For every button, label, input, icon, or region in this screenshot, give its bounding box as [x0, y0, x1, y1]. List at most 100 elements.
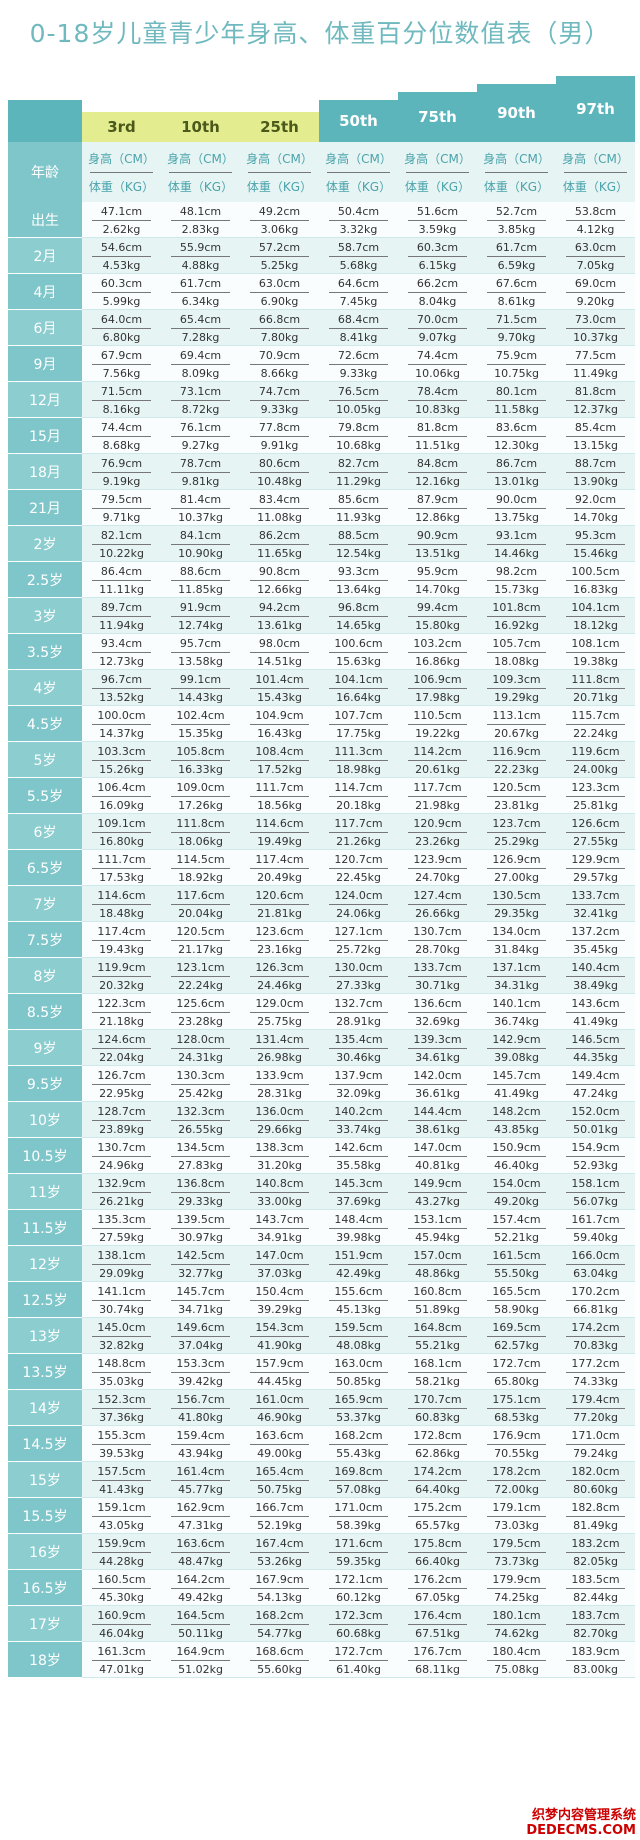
height-value: 88.5cm	[337, 528, 380, 542]
age-label: 8.5岁	[8, 994, 82, 1030]
weight-value: 39.53kg	[99, 1446, 144, 1460]
weight-value: 13.75kg	[494, 510, 539, 524]
age-label: 6月	[8, 310, 82, 346]
divider	[566, 652, 625, 653]
divider	[329, 544, 388, 545]
divider	[487, 328, 546, 329]
weight-value: 10.05kg	[336, 402, 381, 416]
age-header: 年龄	[8, 142, 82, 202]
weight-value: 14.51kg	[257, 654, 302, 668]
divider	[250, 1048, 309, 1049]
divider	[566, 904, 625, 905]
divider	[566, 976, 625, 977]
weight-value: 3.59kg	[418, 222, 457, 236]
weight-value: 52.19kg	[257, 1518, 302, 1532]
divider	[329, 1120, 388, 1121]
height-value: 114.6cm	[97, 888, 146, 902]
divider	[250, 760, 309, 761]
height-value: 126.6cm	[571, 816, 620, 830]
weight-header: 体重（KG）	[325, 179, 392, 194]
height-value: 86.4cm	[100, 564, 143, 578]
height-value: 89.7cm	[100, 600, 143, 614]
height-value: 73.1cm	[179, 384, 222, 398]
divider	[329, 1156, 388, 1157]
divider	[329, 400, 388, 401]
weight-value: 42.49kg	[336, 1266, 381, 1280]
height-value: 149.4cm	[571, 1068, 620, 1082]
height-value: 107.7cm	[334, 708, 383, 722]
height-value: 67.9cm	[100, 348, 143, 362]
weight-value: 11.11kg	[99, 582, 144, 596]
divider	[171, 1012, 230, 1013]
height-value: 130.7cm	[97, 1140, 146, 1154]
weight-value: 13.15kg	[573, 438, 618, 452]
height-value: 117.4cm	[97, 924, 146, 938]
height-value: 132.3cm	[176, 1104, 225, 1118]
weight-value: 73.73kg	[494, 1554, 539, 1568]
divider	[250, 1372, 309, 1373]
watermark: 织梦内容管理系统 DEDECMS.COM	[526, 1808, 636, 1838]
height-value: 164.5cm	[176, 1608, 225, 1622]
weight-value: 26.66kg	[415, 906, 460, 920]
height-value: 175.2cm	[413, 1500, 462, 1514]
divider	[250, 1516, 309, 1517]
divider	[487, 688, 546, 689]
age-label: 7.5岁	[8, 922, 82, 958]
weight-value: 65.57kg	[415, 1518, 460, 1532]
weight-value: 32.82kg	[99, 1338, 144, 1352]
divider	[92, 1300, 151, 1301]
height-value: 123.7cm	[492, 816, 541, 830]
divider	[408, 400, 467, 401]
weight-value: 80.60kg	[573, 1482, 618, 1496]
weight-value: 50.75kg	[257, 1482, 302, 1496]
divider	[92, 1336, 151, 1337]
weight-value: 15.43kg	[257, 690, 302, 704]
divider	[408, 508, 467, 509]
height-value: 130.3cm	[176, 1068, 225, 1082]
weight-value: 40.81kg	[415, 1158, 460, 1172]
divider	[487, 1012, 546, 1013]
divider	[250, 436, 309, 437]
height-value: 157.5cm	[97, 1464, 146, 1478]
weight-value: 62.57kg	[494, 1338, 539, 1352]
height-value: 120.5cm	[176, 924, 225, 938]
divider	[90, 172, 153, 173]
weight-value: 46.04kg	[99, 1626, 144, 1640]
height-value: 102.4cm	[176, 708, 225, 722]
age-label: 3岁	[8, 598, 82, 634]
height-header: 身高（CM）	[246, 151, 313, 166]
divider	[566, 1588, 625, 1589]
height-value: 91.9cm	[179, 600, 222, 614]
height-value: 119.6cm	[571, 744, 620, 758]
weight-value: 70.55kg	[494, 1446, 539, 1460]
weight-value: 9.70kg	[497, 330, 536, 344]
height-value: 137.2cm	[571, 924, 620, 938]
weight-value: 22.23kg	[494, 762, 539, 776]
height-value: 129.9cm	[571, 852, 620, 866]
height-value: 63.0cm	[574, 240, 617, 254]
weight-value: 37.04kg	[178, 1338, 223, 1352]
divider	[487, 472, 546, 473]
height-value: 164.8cm	[413, 1320, 462, 1334]
age-label: 11岁	[8, 1174, 82, 1210]
weight-value: 4.88kg	[181, 258, 220, 272]
divider	[566, 724, 625, 725]
weight-value: 12.54kg	[336, 546, 381, 560]
height-value: 116.9cm	[492, 744, 541, 758]
height-value: 98.0cm	[258, 636, 301, 650]
weight-value: 51.89kg	[415, 1302, 460, 1316]
divider	[487, 616, 546, 617]
height-value: 171.0cm	[334, 1500, 383, 1514]
divider	[171, 760, 230, 761]
height-value: 161.7cm	[571, 1212, 620, 1226]
divider	[92, 1048, 151, 1049]
weight-value: 12.37kg	[573, 402, 618, 416]
weight-value: 60.83kg	[415, 1410, 460, 1424]
height-value: 77.5cm	[574, 348, 617, 362]
percentile-header: 3rd	[82, 112, 161, 142]
weight-value: 68.53kg	[494, 1410, 539, 1424]
height-value: 160.9cm	[97, 1608, 146, 1622]
divider	[408, 1372, 467, 1373]
weight-value: 19.43kg	[99, 942, 144, 956]
height-value: 142.0cm	[413, 1068, 462, 1082]
